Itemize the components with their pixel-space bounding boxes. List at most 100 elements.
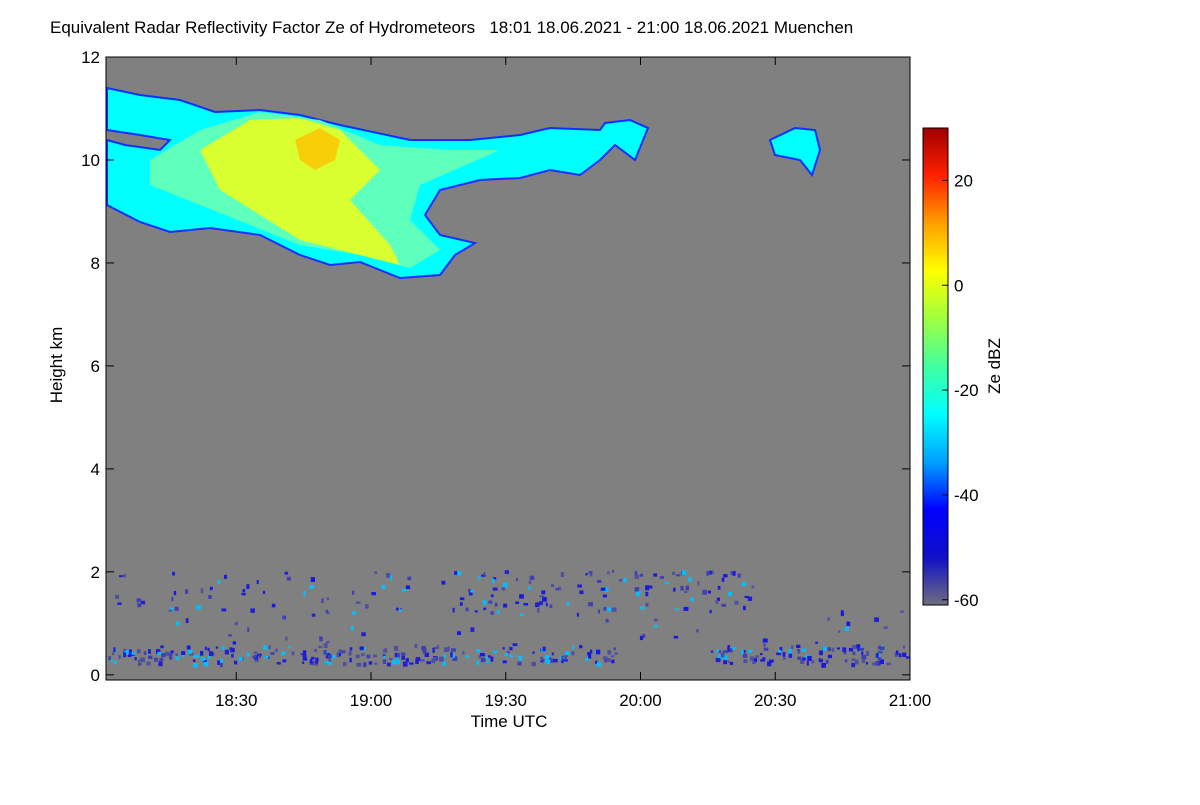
echo-speck [360, 653, 365, 657]
echo-speck [535, 602, 540, 608]
echo-speck [459, 597, 465, 601]
echo-speck [233, 660, 238, 665]
echo-speck [681, 570, 687, 576]
echo-speck [822, 646, 827, 651]
echo-speck [588, 571, 593, 574]
echo-speck [401, 588, 407, 592]
echo-speck [212, 652, 215, 657]
echo-speck [716, 597, 721, 601]
echo-speck [338, 649, 342, 654]
echo-speck [555, 588, 559, 591]
colorbar-tick-label: 0 [954, 276, 963, 295]
echo-speck [895, 650, 899, 655]
echo-speck [848, 647, 854, 652]
echo-speck [721, 603, 727, 607]
echo-speck [571, 651, 575, 656]
echo-speck [762, 657, 766, 661]
echo-speck [117, 602, 122, 605]
echo-speck [137, 659, 141, 663]
echo-speck [291, 651, 295, 656]
echo-speck [642, 633, 646, 638]
echo-speck [328, 656, 331, 662]
echo-speck [721, 577, 725, 582]
echo-speck [390, 575, 393, 580]
x-tick-label: 20:30 [754, 691, 797, 710]
echo-speck [744, 595, 749, 599]
echo-speck [203, 659, 207, 663]
echo-speck [398, 609, 402, 612]
echo-speck [723, 574, 728, 578]
echo-speck [503, 582, 508, 588]
echo-speck [587, 652, 592, 656]
echo-speck [493, 650, 498, 654]
echo-speck [727, 660, 730, 663]
echo-speck [751, 585, 755, 589]
echo-speck [854, 659, 859, 665]
echo-speck [323, 650, 327, 655]
echo-speck [426, 661, 431, 665]
y-tick-label: 2 [91, 563, 100, 582]
echo-speck [420, 659, 425, 662]
echo-speck [168, 609, 173, 612]
echo-speck [192, 659, 196, 663]
echo-speck [203, 661, 209, 667]
echo-speck [389, 657, 393, 661]
echo-speck [741, 649, 744, 654]
echo-speck [271, 603, 276, 608]
echo-speck [192, 655, 197, 659]
echo-speck [348, 650, 352, 656]
echo-speck [433, 656, 437, 661]
echo-speck [752, 661, 756, 665]
echo-speck [188, 649, 193, 654]
echo-speck [246, 584, 250, 589]
echo-speck [804, 655, 810, 658]
echo-speck [672, 587, 676, 592]
echo-speck [800, 659, 805, 664]
echo-speck [189, 652, 194, 656]
echo-speck [396, 656, 399, 660]
echo-speck [224, 649, 229, 655]
echo-speck [696, 629, 699, 633]
echo-speck [585, 658, 589, 661]
echo-speck [504, 653, 507, 657]
echo-speck [675, 608, 679, 611]
echo-speck [303, 590, 306, 596]
echo-speck [709, 609, 712, 614]
colorbar-tick-label: -40 [954, 486, 979, 505]
echo-speck [155, 649, 161, 655]
echo-speck [173, 590, 177, 596]
echo-speck [256, 580, 259, 584]
echo-speck [465, 655, 469, 658]
echo-speck [778, 649, 782, 653]
echo-speck [476, 660, 480, 665]
echo-speck [359, 646, 364, 651]
echo-speck [551, 652, 554, 656]
echo-speck [492, 578, 495, 584]
y-axis-label: Height km [47, 327, 66, 404]
echo-speck [452, 654, 455, 658]
colorbar [922, 127, 949, 606]
echo-speck [433, 646, 437, 650]
echo-speck [254, 659, 259, 662]
echo-speck [160, 645, 164, 649]
echo-speck [263, 645, 267, 649]
echo-speck [482, 600, 487, 605]
echo-speck [315, 659, 319, 664]
echo-speck [493, 577, 497, 580]
echo-speck [690, 597, 694, 602]
echo-speck [898, 653, 902, 658]
echo-speck [350, 625, 354, 631]
echo-speck [459, 602, 463, 606]
echo-speck [468, 591, 473, 596]
echo-speck [528, 580, 532, 584]
echo-speck [769, 659, 774, 663]
echo-speck [352, 590, 355, 595]
echo-speck [247, 627, 250, 633]
echo-speck [749, 656, 754, 661]
echo-speck [381, 584, 386, 590]
echo-speck [174, 606, 179, 611]
echo-speck [134, 656, 137, 661]
echo-speck [838, 630, 841, 633]
echo-speck [148, 649, 151, 654]
echo-speck [802, 657, 806, 661]
